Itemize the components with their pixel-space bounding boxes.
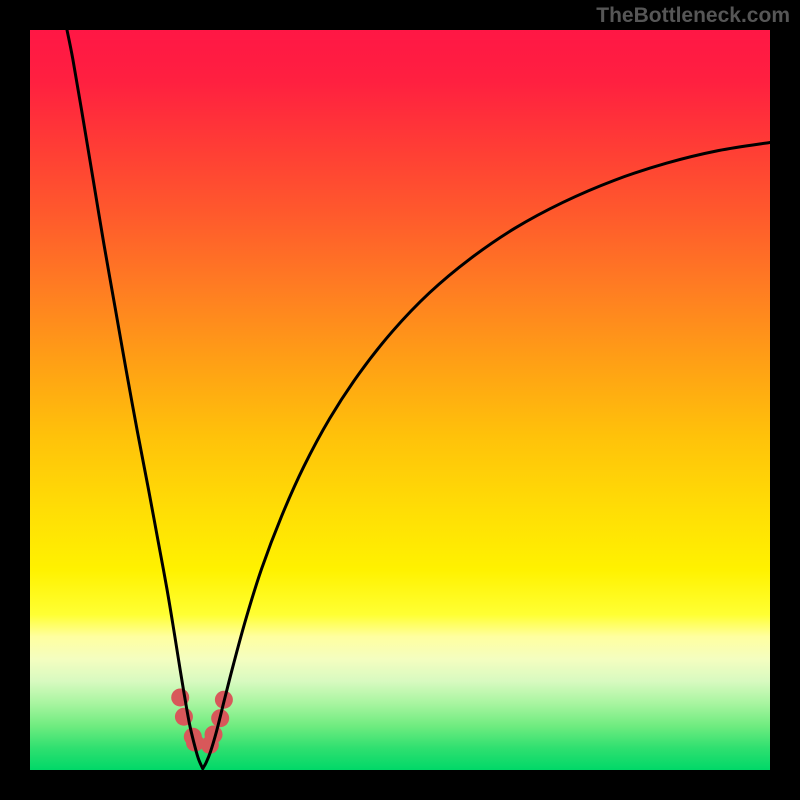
plot-area (30, 30, 770, 770)
curve-left (67, 30, 203, 769)
watermark-text: TheBottleneck.com (596, 4, 790, 28)
curve-overlay (30, 30, 770, 770)
chart-container: TheBottleneck.com (0, 0, 800, 800)
curve-right (203, 142, 770, 768)
